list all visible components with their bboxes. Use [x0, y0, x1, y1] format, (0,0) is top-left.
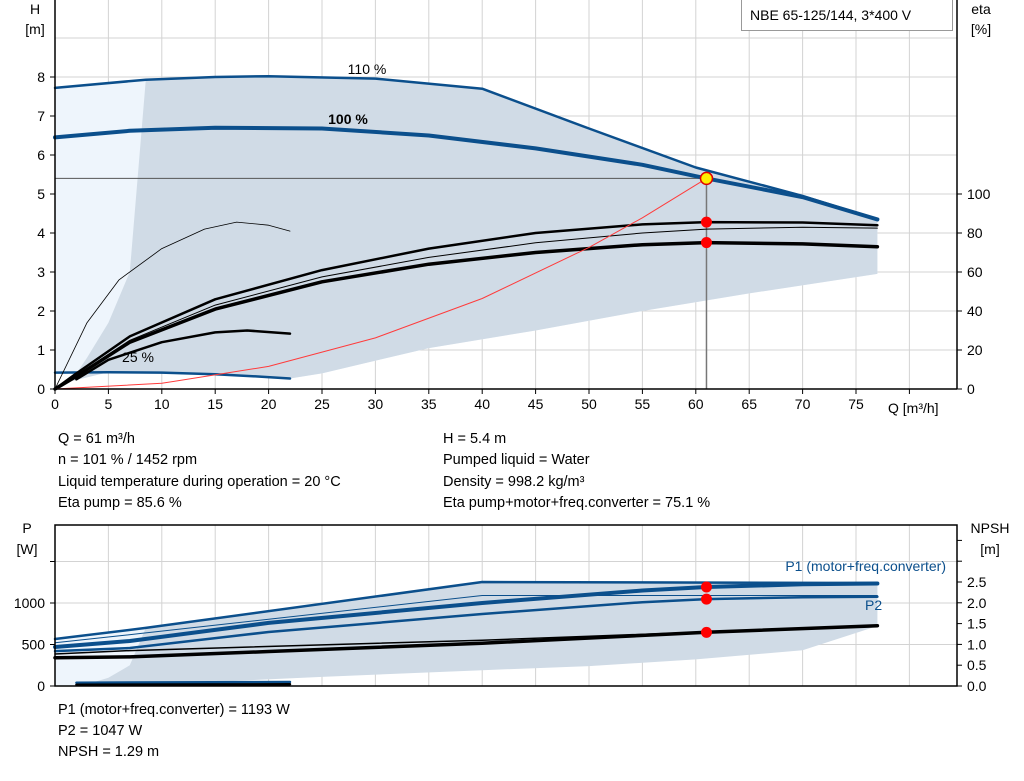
y-tick-label-right: 60 [967, 264, 983, 280]
info-liquid: Pumped liquid = Water [443, 452, 590, 468]
curve-system_curve [54, 177, 707, 390]
y-axis-unit-right: [%] [971, 21, 991, 37]
y-tick-label-right: 0.0 [967, 678, 987, 694]
curve-p1_max [53, 580, 879, 641]
curve-p1_25 [75, 680, 292, 684]
y-axis-unit-left: [W] [17, 541, 38, 557]
duty-point-eta [700, 216, 712, 228]
y-tick-label-right: 40 [967, 303, 983, 319]
y-tick-label-left: 5 [37, 186, 45, 202]
y-tick-label-left: 3 [37, 264, 45, 280]
x-tick-label: 45 [528, 396, 544, 412]
duty-point-power [700, 626, 712, 638]
y-tick-label-left: 0 [37, 678, 45, 694]
info-eta-pump: Eta pump = 85.6 % [58, 495, 182, 511]
info-p1: P1 (motor+freq.converter) = 1193 W [58, 702, 290, 718]
y-tick-label-left: 7 [37, 108, 45, 124]
curve-label-100: 100 % [328, 111, 368, 127]
y-tick-label-right: 2.0 [967, 595, 987, 611]
power-range [87, 582, 878, 686]
x-tick-label: 65 [741, 396, 757, 412]
curve-eta_total [53, 240, 880, 391]
x-tick-label: 35 [421, 396, 437, 412]
curve-eta_pump [53, 220, 879, 391]
y-axis-label-right: NPSH [971, 520, 1010, 536]
curve-label-p2: P2 [865, 597, 882, 613]
x-tick-label: 15 [207, 396, 223, 412]
bottom-plot-frame [54, 524, 958, 687]
info-density: Density = 998.2 kg/m³ [443, 474, 585, 490]
curve-h100 [53, 125, 880, 222]
curve-p2_100 [53, 595, 879, 653]
info-speed: n = 101 % / 1452 rpm [58, 452, 198, 468]
duty-point-power [700, 593, 712, 605]
x-tick-label: 75 [848, 396, 864, 412]
info-npsh: NPSH = 1.29 m [58, 744, 160, 760]
y-tick-label-left: 2 [37, 303, 45, 319]
x-tick-label: 5 [105, 396, 113, 412]
x-tick-label: 25 [314, 396, 330, 412]
curve-eta_25 [75, 329, 292, 381]
curve-label-110: 110 % [348, 61, 387, 77]
operating-point [699, 171, 714, 186]
y-axis-label-left: P [22, 520, 31, 536]
curve-npsh [53, 623, 880, 660]
curve-p2_max [54, 595, 878, 644]
y-tick-label-left: 8 [37, 69, 45, 85]
x-tick-label: 40 [474, 396, 490, 412]
x-tick-label: 0 [51, 396, 59, 412]
x-tick-label: 10 [154, 396, 170, 412]
y-tick-label-right: 1.5 [967, 616, 987, 632]
duty-point-eta [700, 237, 712, 249]
y-tick-label-right: 0.5 [967, 657, 987, 673]
curve-h25 [53, 370, 292, 380]
curve-npsh_25 [75, 683, 292, 687]
y-tick-label-right: 100 [967, 186, 991, 202]
x-tick-label: 30 [368, 396, 384, 412]
curve-h110 [53, 74, 879, 221]
x-tick-label: 60 [688, 396, 704, 412]
info-temperature: Liquid temperature during operation = 20… [58, 474, 341, 490]
y-tick-label-left: 4 [37, 225, 45, 241]
info-head: H = 5.4 m [443, 431, 507, 447]
y-tick-label-left: 500 [22, 637, 46, 653]
info-q: Q = 61 m³/h [58, 431, 135, 447]
y-tick-label-right: 0 [967, 381, 975, 397]
y-tick-label-right: 2.5 [967, 574, 987, 590]
y-axis-label-right: eta [971, 1, 991, 17]
y-tick-label-left: 1000 [14, 595, 45, 611]
info-p2: P2 = 1047 W [58, 723, 143, 739]
x-tick-label: 55 [635, 396, 651, 412]
y-axis-unit-right: [m] [980, 541, 999, 557]
y-tick-label-right: 1.0 [967, 636, 987, 652]
y-axis-label-left: H [30, 1, 40, 17]
y-tick-label-left: 1 [37, 342, 45, 358]
x-tick-label: 70 [795, 396, 811, 412]
x-axis-label: Q [m³/h] [888, 400, 939, 416]
pump-title: NBE 65-125/144, 3*400 V [741, 0, 953, 31]
curve-eta_min_thin [54, 221, 291, 390]
curve-label-25: 25 % [122, 349, 154, 365]
info-eta-total: Eta pump+motor+freq.converter = 75.1 % [443, 495, 711, 511]
duty-point-power [700, 581, 712, 593]
x-tick-label: 20 [261, 396, 277, 412]
y-tick-label-right: 80 [967, 225, 983, 241]
operating-range [71, 76, 878, 382]
curve-label-p1: P1 (motor+freq.converter) [785, 558, 946, 574]
y-tick-label-left: 0 [37, 381, 45, 397]
y-tick-label-left: 6 [37, 147, 45, 163]
y-axis-unit-left: [m] [25, 21, 44, 37]
x-tick-label: 50 [581, 396, 597, 412]
y-tick-label-right: 20 [967, 342, 983, 358]
curve-p1_100 [53, 581, 880, 649]
